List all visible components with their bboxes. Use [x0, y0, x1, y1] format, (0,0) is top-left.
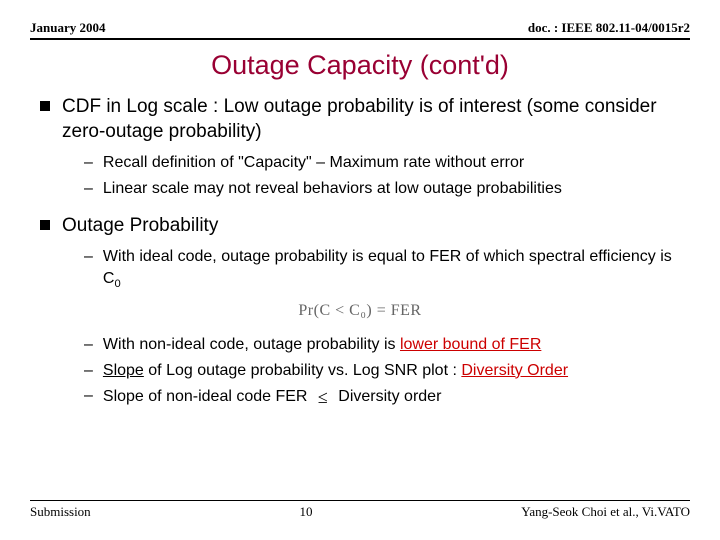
- formula: Pr(C < C₀) = FER: [30, 302, 690, 320]
- square-bullet-icon: [40, 101, 50, 111]
- text-part: of Log outage probability vs. Log SNR pl…: [144, 362, 462, 379]
- text-part: With non-ideal code, outage probability …: [103, 336, 400, 353]
- text-part: With ideal code, outage probability is e…: [103, 248, 672, 287]
- dash-bullet-icon: –: [84, 152, 93, 174]
- dash-bullet-icon: –: [84, 246, 93, 292]
- sub-bullet: – Linear scale may not reveal behaviors …: [84, 178, 690, 200]
- sub-bullet-text: Recall definition of "Capacity" – Maximu…: [103, 152, 524, 174]
- formula-text: Pr(C < C₀) = FER: [298, 302, 421, 320]
- sub-bullet-text: Linear scale may not reveal behaviors at…: [103, 178, 562, 200]
- leq-icon: ≤: [312, 387, 334, 407]
- slide-footer: Submission 10 Yang-Seok Choi et al., Vi.…: [30, 500, 690, 520]
- footer-author: Yang-Seok Choi et al., Vi.VATO: [521, 504, 690, 520]
- header-date: January 2004: [30, 20, 105, 36]
- dash-bullet-icon: –: [84, 334, 93, 356]
- sub-bullet-text: With ideal code, outage probability is e…: [103, 246, 690, 292]
- text-part: Diversity order: [334, 388, 442, 405]
- bullet-text: CDF in Log scale : Low outage probabilit…: [62, 95, 690, 144]
- sub-bullet: – Recall definition of "Capacity" – Maxi…: [84, 152, 690, 174]
- bullet-text: Outage Probability: [62, 214, 218, 239]
- sub-bullet-text: With non-ideal code, outage probability …: [103, 334, 541, 356]
- slide-header: January 2004 doc. : IEEE 802.11-04/0015r…: [30, 20, 690, 40]
- slide-title: Outage Capacity (cont'd): [30, 50, 690, 81]
- sub-bullet: – Slope of non-ideal code FER ≤ Diversit…: [84, 385, 690, 409]
- dash-bullet-icon: –: [84, 360, 93, 382]
- subscript: 0: [114, 278, 120, 290]
- dash-bullet-icon: –: [84, 385, 93, 409]
- emphasis-text: Diversity Order: [461, 362, 568, 379]
- sub-bullet-text: Slope of non-ideal code FER ≤ Diversity …: [103, 385, 441, 409]
- sub-bullet: – Slope of Log outage probability vs. Lo…: [84, 360, 690, 382]
- dash-bullet-icon: –: [84, 178, 93, 200]
- underline-text: Slope: [103, 362, 144, 379]
- footer-left: Submission: [30, 504, 91, 520]
- emphasis-text: lower bound of FER: [400, 336, 541, 353]
- bullet-outage: Outage Probability: [40, 214, 690, 239]
- text-part: Slope of non-ideal code FER: [103, 388, 312, 405]
- sub-bullet: – With ideal code, outage probability is…: [84, 246, 690, 292]
- sub-bullet: – With non-ideal code, outage probabilit…: [84, 334, 690, 356]
- sub-bullet-text: Slope of Log outage probability vs. Log …: [103, 360, 568, 382]
- header-doc-id: doc. : IEEE 802.11-04/0015r2: [528, 20, 690, 36]
- square-bullet-icon: [40, 220, 50, 230]
- footer-page-number: 10: [299, 504, 312, 520]
- bullet-cdf: CDF in Log scale : Low outage probabilit…: [40, 95, 690, 144]
